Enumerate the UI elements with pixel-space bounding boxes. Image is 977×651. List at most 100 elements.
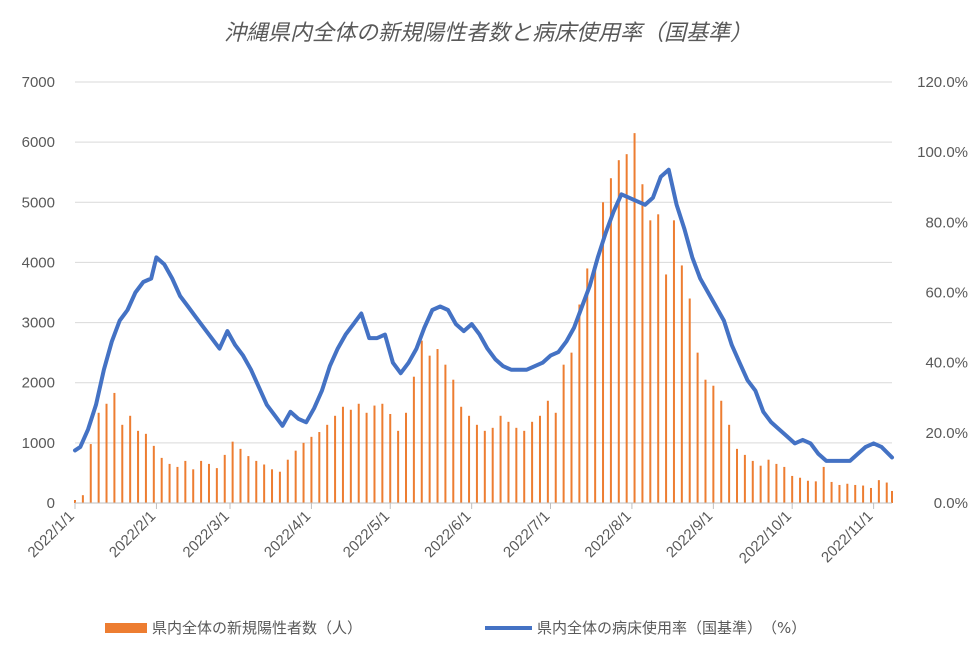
bar [602, 202, 605, 504]
bar [397, 430, 400, 503]
bar [830, 481, 833, 503]
x-tick-label: 2022/9/1 [663, 508, 716, 561]
bar [680, 265, 683, 503]
bar [144, 433, 147, 503]
legend-swatch-cases [105, 623, 147, 633]
bar [405, 412, 408, 503]
bar [129, 415, 132, 503]
bar [759, 465, 762, 503]
y-left-tick-label: 0 [47, 495, 55, 512]
bar [444, 364, 447, 503]
bar [160, 457, 163, 503]
y-right-tick-label: 0.0% [934, 495, 968, 512]
bar [665, 274, 668, 503]
bar-series [74, 133, 893, 504]
bar [617, 160, 620, 503]
bar [696, 352, 699, 503]
bar [649, 220, 652, 504]
x-tick-label: 2022/2/1 [106, 508, 159, 561]
legend: 県内全体の新規陽性者数（人） 県内全体の病床使用率（国基準） （%） [105, 619, 806, 637]
bar [200, 460, 203, 503]
bar [570, 352, 573, 503]
bar [389, 413, 392, 503]
bar [357, 403, 360, 503]
bar [436, 349, 439, 503]
bar [641, 184, 644, 503]
bar [822, 466, 825, 503]
y-right-tick-label: 60.0% [925, 285, 968, 302]
bar [223, 454, 226, 503]
bar [657, 214, 660, 504]
x-tick-label: 2022/1/1 [25, 508, 78, 561]
bar [294, 450, 297, 503]
bar [483, 430, 486, 503]
x-tick-label: 2022/6/1 [421, 508, 474, 561]
bar [334, 415, 337, 503]
bar [468, 415, 471, 503]
bar [633, 133, 636, 503]
bar [806, 480, 809, 503]
legend-label-occupancy: 県内全体の病床使用率（国基準） （%） [537, 619, 806, 637]
bar [885, 482, 888, 503]
bar [546, 400, 549, 503]
bar [255, 460, 258, 503]
x-tick-label: 2022/7/1 [500, 508, 553, 561]
bar [531, 421, 534, 503]
bar [877, 480, 880, 503]
bar [207, 463, 210, 503]
bar [184, 460, 187, 503]
bar [137, 430, 140, 503]
bar [365, 412, 368, 503]
y-left-tick-label: 7000 [22, 74, 55, 91]
bar [168, 463, 171, 503]
bar [554, 412, 557, 503]
bar [318, 432, 321, 503]
bar [152, 445, 155, 503]
legend-label-cases: 県内全体の新規陽性者数（人） [152, 619, 362, 637]
y-left-tick-label: 6000 [22, 134, 55, 151]
bar [215, 468, 218, 503]
bar [89, 444, 92, 503]
bar [869, 487, 872, 503]
bar [720, 400, 723, 503]
bar [381, 403, 384, 503]
bar [728, 424, 731, 503]
bar [751, 460, 754, 503]
bar [499, 415, 502, 503]
y-axis-right: 0.0% 20.0% 40.0% 60.0% 80.0% 100.0% 120.0% [917, 74, 968, 512]
x-tick-label: 2022/11/1 [818, 508, 876, 566]
gridlines [75, 81, 892, 444]
y-left-tick-label: 5000 [22, 194, 55, 211]
bar [231, 441, 234, 503]
bar [460, 406, 463, 503]
line-series [73, 167, 894, 463]
y-axis-left: 0 1000 2000 3000 4000 5000 6000 7000 [22, 74, 55, 512]
bar [767, 459, 770, 503]
y-left-tick-label: 3000 [22, 315, 55, 332]
bar [310, 436, 313, 503]
x-tick-label: 2022/3/1 [180, 508, 233, 561]
bar [515, 427, 518, 503]
bar [736, 448, 739, 503]
bar [891, 490, 893, 503]
bar [302, 442, 305, 503]
bar [113, 392, 116, 503]
bar [846, 483, 849, 503]
x-tick-label: 2022/5/1 [340, 508, 393, 561]
x-axis: 2022/1/1 2022/2/1 2022/3/1 2022/4/1 2022/5/1… [25, 502, 892, 567]
bar [81, 495, 84, 503]
bar [278, 471, 281, 503]
bar [286, 459, 289, 503]
bar [192, 469, 195, 503]
occupancy-line [73, 167, 894, 463]
bar [74, 499, 76, 503]
bar [349, 409, 352, 503]
bar [743, 454, 746, 503]
bar [428, 355, 431, 503]
bar [609, 178, 612, 503]
bar [854, 484, 857, 503]
bar [412, 376, 415, 503]
bar [791, 475, 794, 503]
bar [783, 466, 786, 503]
